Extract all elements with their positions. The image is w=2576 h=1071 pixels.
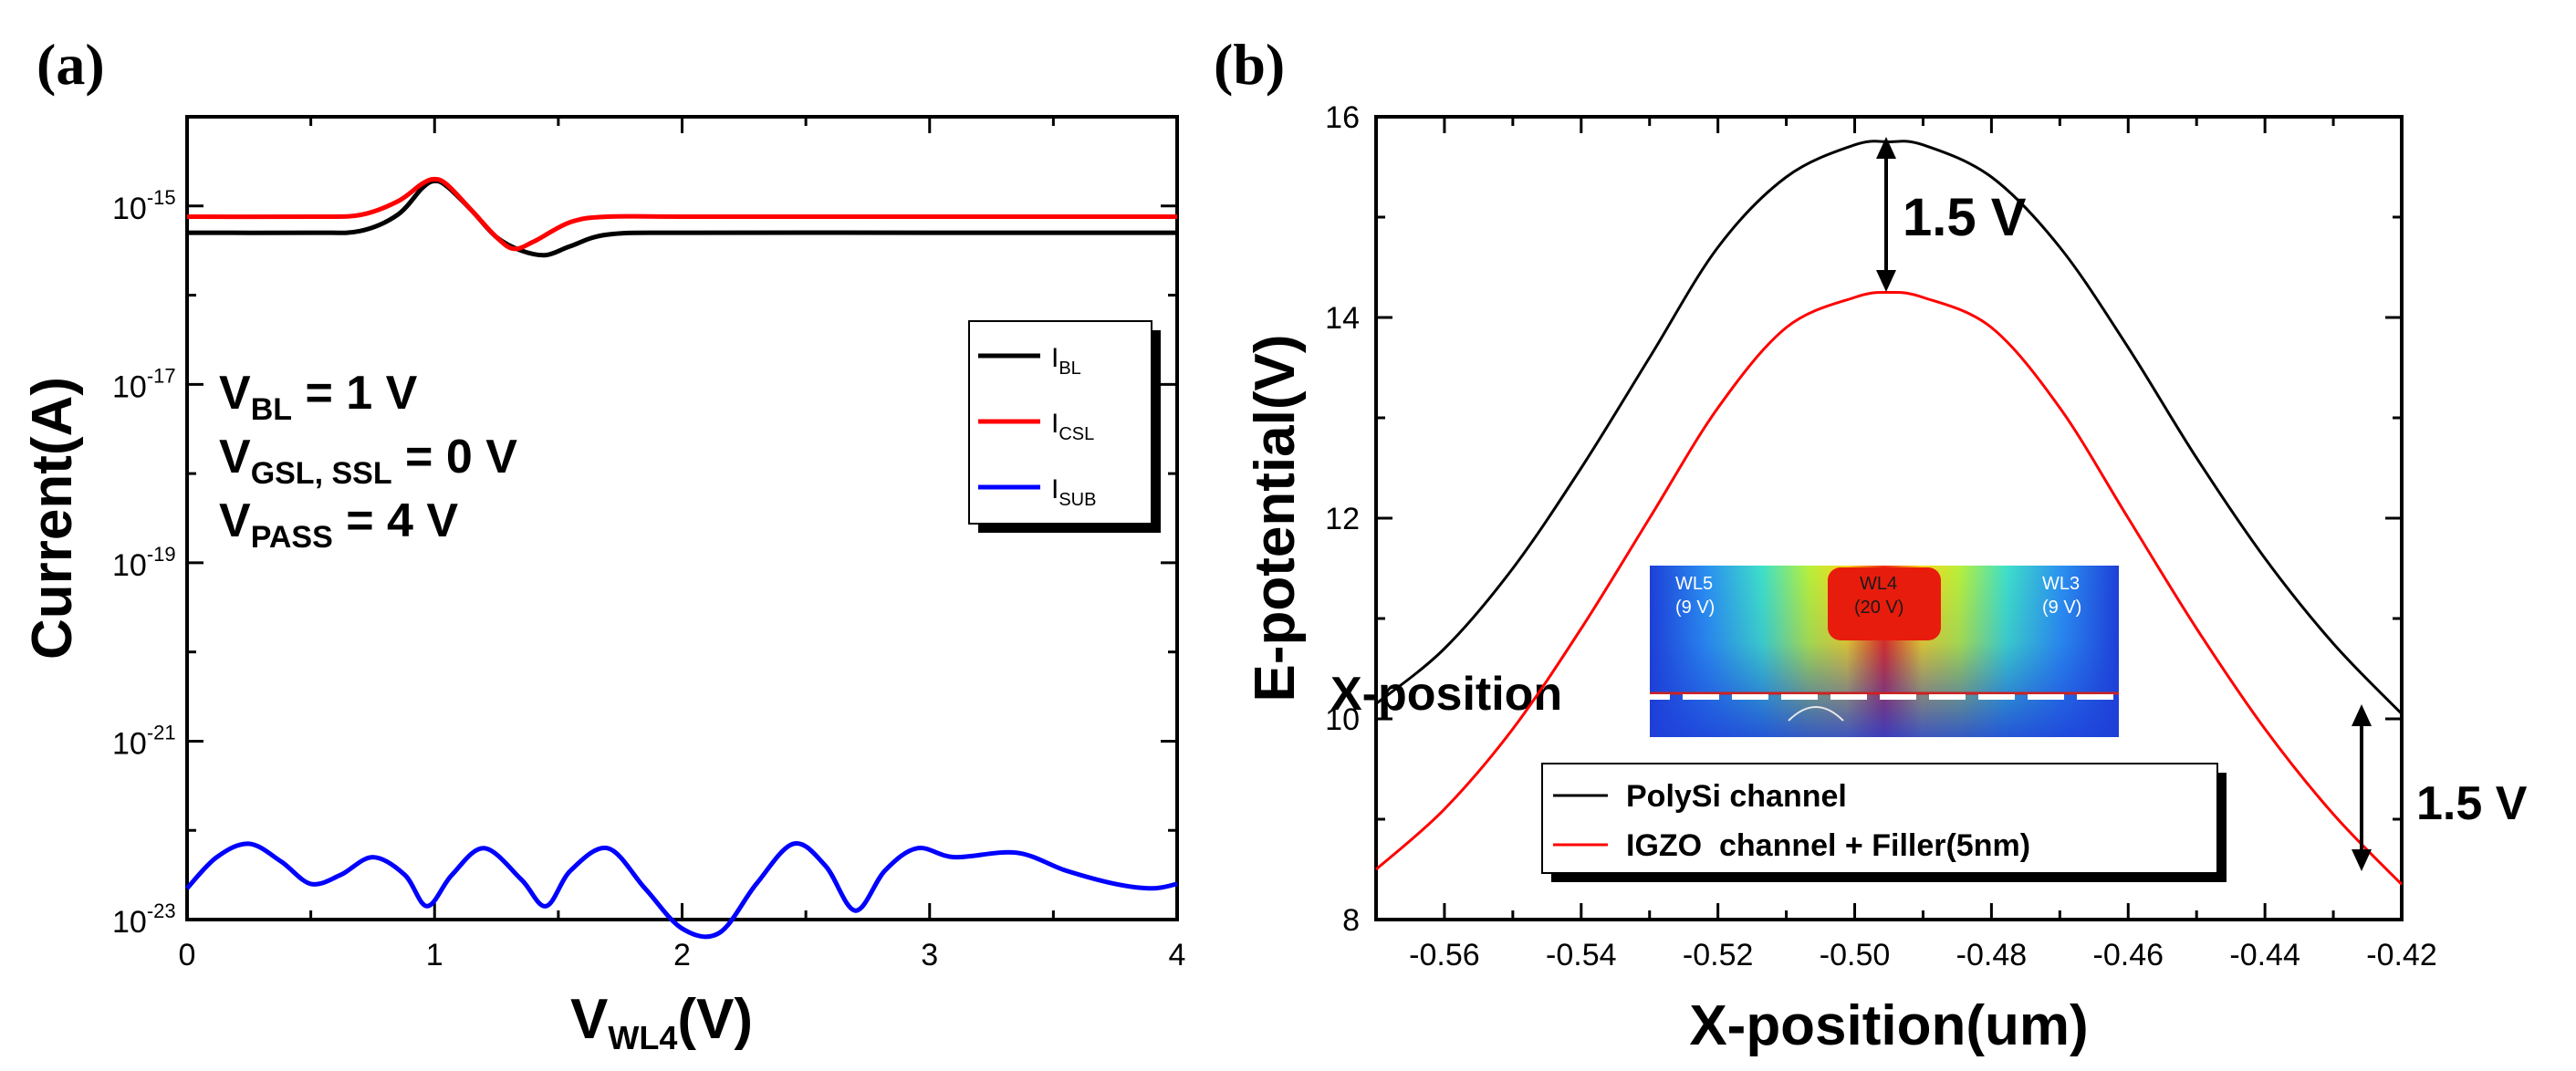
panel-b-legend: PolySi channel IGZO channel + Filler(5nm… <box>1541 763 2227 882</box>
x-tick-label: -0.42 <box>2366 938 2437 972</box>
arrow-head-down <box>1876 270 1896 292</box>
panel-a-annotation-vpass: VPASS = 4 V <box>219 494 458 555</box>
y-tick-base: 10 <box>112 905 147 940</box>
legend-box <box>1541 763 2218 874</box>
panel-b-label: (b) <box>1214 32 1285 97</box>
inset-wl3-bias: (9 V) <box>2042 598 2081 618</box>
legend-sub: SUB <box>1059 490 1096 510</box>
panel-b-ticks <box>1374 115 2404 921</box>
y-tick-base: 10 <box>112 548 147 583</box>
arrow-head-up <box>2352 704 2372 726</box>
y-tick-exponent: -21 <box>147 721 176 743</box>
y-tick-label: 10-19 <box>112 543 176 583</box>
legend-label-icsl: ICSL <box>1051 409 1094 444</box>
panel-a-xlabel-unit: (V) <box>677 988 753 1051</box>
y-tick-base: 10 <box>112 192 147 226</box>
y-tick-label: 10-15 <box>112 186 176 226</box>
ann-sub: PASS <box>251 520 333 555</box>
x-tick-label: -0.44 <box>2229 938 2300 972</box>
ann-sub: BL <box>251 392 292 427</box>
ann-rest: = 1 V <box>292 367 418 420</box>
panel-a-xlabel-main: V <box>570 988 608 1051</box>
y-tick-base: 10 <box>112 726 147 761</box>
legend-label-ibl: IBL <box>1051 343 1081 379</box>
legend-main: I <box>1051 343 1059 373</box>
ann-rest: = 0 V <box>392 431 518 484</box>
y-tick-base: 10 <box>112 369 147 404</box>
legend-label-isub: ISUB <box>1051 474 1096 510</box>
peak-gap-arrow <box>1876 137 1896 292</box>
y-tick-exponent: -19 <box>147 543 176 566</box>
panel-a-xlabel-sub: WL4 <box>608 1019 677 1056</box>
ann-rest: = 4 V <box>333 494 459 547</box>
legend-label-polysi: PolySi channel <box>1626 779 1847 814</box>
ann-main: V <box>219 494 251 547</box>
x-tick-label: 3 <box>921 938 938 972</box>
y-tick-label: 10-17 <box>112 364 176 404</box>
legend-sub: BL <box>1059 359 1080 379</box>
y-tick-label: 10-21 <box>112 721 176 761</box>
edge-gap-label: 1.5 V <box>2416 777 2528 830</box>
inset-wl5-bias: (9 V) <box>1675 598 1715 618</box>
x-tick-label: -0.52 <box>1683 938 1754 972</box>
peak-gap-label: 1.5 V <box>1903 188 2027 247</box>
series-line-i-csl <box>186 176 1177 252</box>
legend-main: I <box>1051 409 1059 439</box>
ann-main: V <box>219 431 251 484</box>
panel-b-ylabel: E-potential(V) <box>1244 335 1307 702</box>
panel-a-legend: IBL ICSL ISUB <box>968 320 1161 533</box>
y-tick-exponent: -23 <box>147 899 176 922</box>
inset-wl5-name: WL5 <box>1675 574 1713 594</box>
inset-potential-map: WL5 (9 V) WL4 (20 V) WL3 (9 V) <box>1633 566 2119 737</box>
panel-a-ylabel: Current(A) <box>21 377 84 660</box>
arrow-head-down <box>2352 849 2372 871</box>
legend-label-igzo: IGZO channel + Filler(5nm) <box>1626 828 2030 863</box>
panel-a-series <box>185 176 1178 940</box>
x-tick-label: -0.56 <box>1409 938 1480 972</box>
panel-b-xlabel: X-position(um) <box>1689 994 2088 1057</box>
inset-filler-bump <box>1788 706 1844 722</box>
series-line-polysi-channel <box>1375 140 2404 715</box>
legend-main: I <box>1051 474 1059 504</box>
y-tick-label: 16 <box>1325 100 1360 135</box>
ann-main: V <box>219 367 251 420</box>
x-tick-label: 0 <box>179 938 196 972</box>
inset-wl4-bias: (20 V) <box>1854 598 1903 618</box>
y-tick-label: 14 <box>1325 301 1360 336</box>
panel-b-tick-labels: -0.56 -0.54 -0.52 -0.50 -0.48 -0.46 -0.44 -0.42… <box>1325 100 2437 972</box>
inset-wl4-gate <box>1828 567 1941 640</box>
inset-xposition-label: X-position <box>1330 668 1562 721</box>
y-tick-exponent: -15 <box>147 186 176 209</box>
panel-a-xlabel: VWL4(V) <box>570 988 753 1056</box>
x-tick-label: -0.46 <box>2093 938 2164 972</box>
y-tick-label: 10-23 <box>112 899 176 940</box>
panel-a-annotation-vgsl: VGSL, SSL = 0 V <box>219 431 517 491</box>
legend-sub: CSL <box>1059 424 1094 444</box>
inset-wl3-name: WL3 <box>2042 574 2080 594</box>
x-tick-label: -0.50 <box>1820 938 1891 972</box>
arrow-head-up <box>1876 137 1896 159</box>
x-tick-label: 1 <box>426 938 443 972</box>
x-tick-label: 4 <box>1169 938 1186 972</box>
y-tick-label: 10 <box>1325 702 1360 737</box>
inset-wl4-name: WL4 <box>1860 574 1897 594</box>
x-tick-label: -0.54 <box>1546 938 1617 972</box>
panel-b-series <box>1375 140 2404 886</box>
series-line-i-sub <box>185 841 1178 940</box>
y-tick-label: 8 <box>1342 903 1360 938</box>
x-tick-label: 2 <box>673 938 691 972</box>
ann-sub: GSL, SSL <box>251 456 392 491</box>
panel-a-label: (a) <box>37 32 105 97</box>
panel-a-ticks <box>185 115 1179 921</box>
panel-a-annotation-vbl: VBL = 1 V <box>219 367 418 427</box>
y-tick-label: 12 <box>1325 502 1360 536</box>
edge-gap-arrow <box>2352 704 2372 871</box>
x-tick-label: -0.48 <box>1956 938 2028 972</box>
series-line-igzo-channel-filler-5nm- <box>1375 290 2404 886</box>
y-tick-exponent: -17 <box>147 364 176 387</box>
